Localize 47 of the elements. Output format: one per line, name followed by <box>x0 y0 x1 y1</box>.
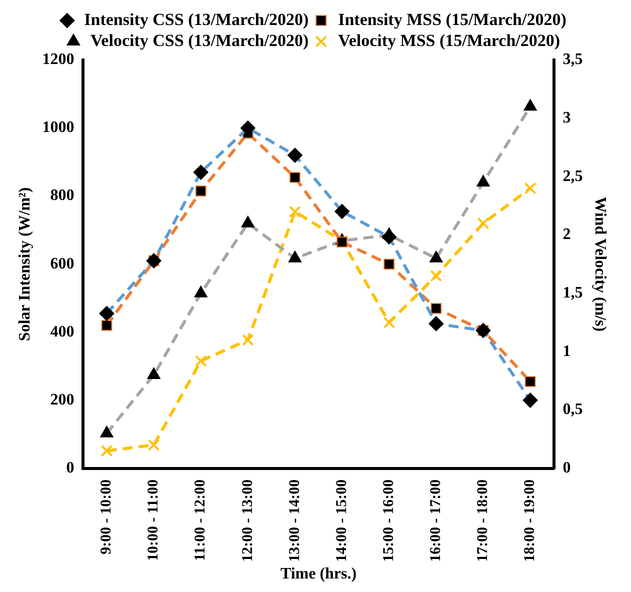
point <box>194 355 207 367</box>
y2-tick-label: 3 <box>562 109 571 126</box>
point <box>477 217 490 230</box>
point <box>101 320 112 331</box>
y2-tick-label: 1 <box>562 342 571 360</box>
y-axis-title: Solar Intensity (W/m²) <box>16 187 34 342</box>
x-tick-label: 15:00 - 16:00 <box>380 479 397 562</box>
legend-label: Velocity MSS (15/March/2020) <box>338 30 560 50</box>
y-tick-label: 400 <box>50 323 74 340</box>
y-tick-label: 200 <box>50 391 74 408</box>
x-tick-label: 18:00 - 19:00 <box>522 479 538 562</box>
y2-tick-label: 0,5 <box>562 401 583 418</box>
x-tick-label: 9:00 - 10:00 <box>98 479 115 554</box>
x-tick-label: 17:00 - 18:00 <box>475 479 492 562</box>
y-tick-label: 1200 <box>42 51 74 68</box>
point <box>430 270 442 282</box>
x-axis-title: Time (hrs.) <box>280 566 357 583</box>
point <box>148 439 160 451</box>
point <box>289 206 301 218</box>
x-tick-label: 11:00 - 12:00 <box>192 479 209 561</box>
point <box>290 172 300 183</box>
y-tick-label: 800 <box>50 187 74 204</box>
y-tick-label: 0 <box>66 459 74 476</box>
point <box>524 376 536 387</box>
x-tick-label: 16:00 - 17:00 <box>428 479 444 562</box>
y2-tick-label: 2,5 <box>562 168 583 185</box>
point <box>430 302 442 314</box>
point <box>100 444 113 457</box>
y2-tick-label: 3,5 <box>562 51 583 68</box>
y2-tick-label: 2 <box>562 226 571 244</box>
legend-label: Velocity CSS (13/March/2020) <box>90 30 309 50</box>
x-tick-label: 12:00 - 13:00 <box>240 479 256 562</box>
point <box>384 258 395 270</box>
y-tick-label: 1000 <box>42 119 74 136</box>
y2-tick-label: 1,5 <box>562 284 583 302</box>
legend-label: Intensity MSS (15/March/2020) <box>338 10 566 29</box>
point <box>242 334 254 346</box>
x-tick-label: 10:00 - 11:00 <box>146 479 162 561</box>
point <box>195 186 206 196</box>
y-tick-label: 600 <box>50 255 74 272</box>
y2-axis-title: Wind Velocity (m/s) <box>591 196 608 332</box>
x-tick-label: 14:00 - 15:00 <box>334 479 350 562</box>
x-tick-label: 13:00 - 14:00 <box>286 479 303 562</box>
point <box>383 316 396 328</box>
point <box>524 182 536 194</box>
legend-label: Intensity CSS (13/March/2020) <box>84 10 309 29</box>
y2-tick-label: 0 <box>562 459 571 476</box>
